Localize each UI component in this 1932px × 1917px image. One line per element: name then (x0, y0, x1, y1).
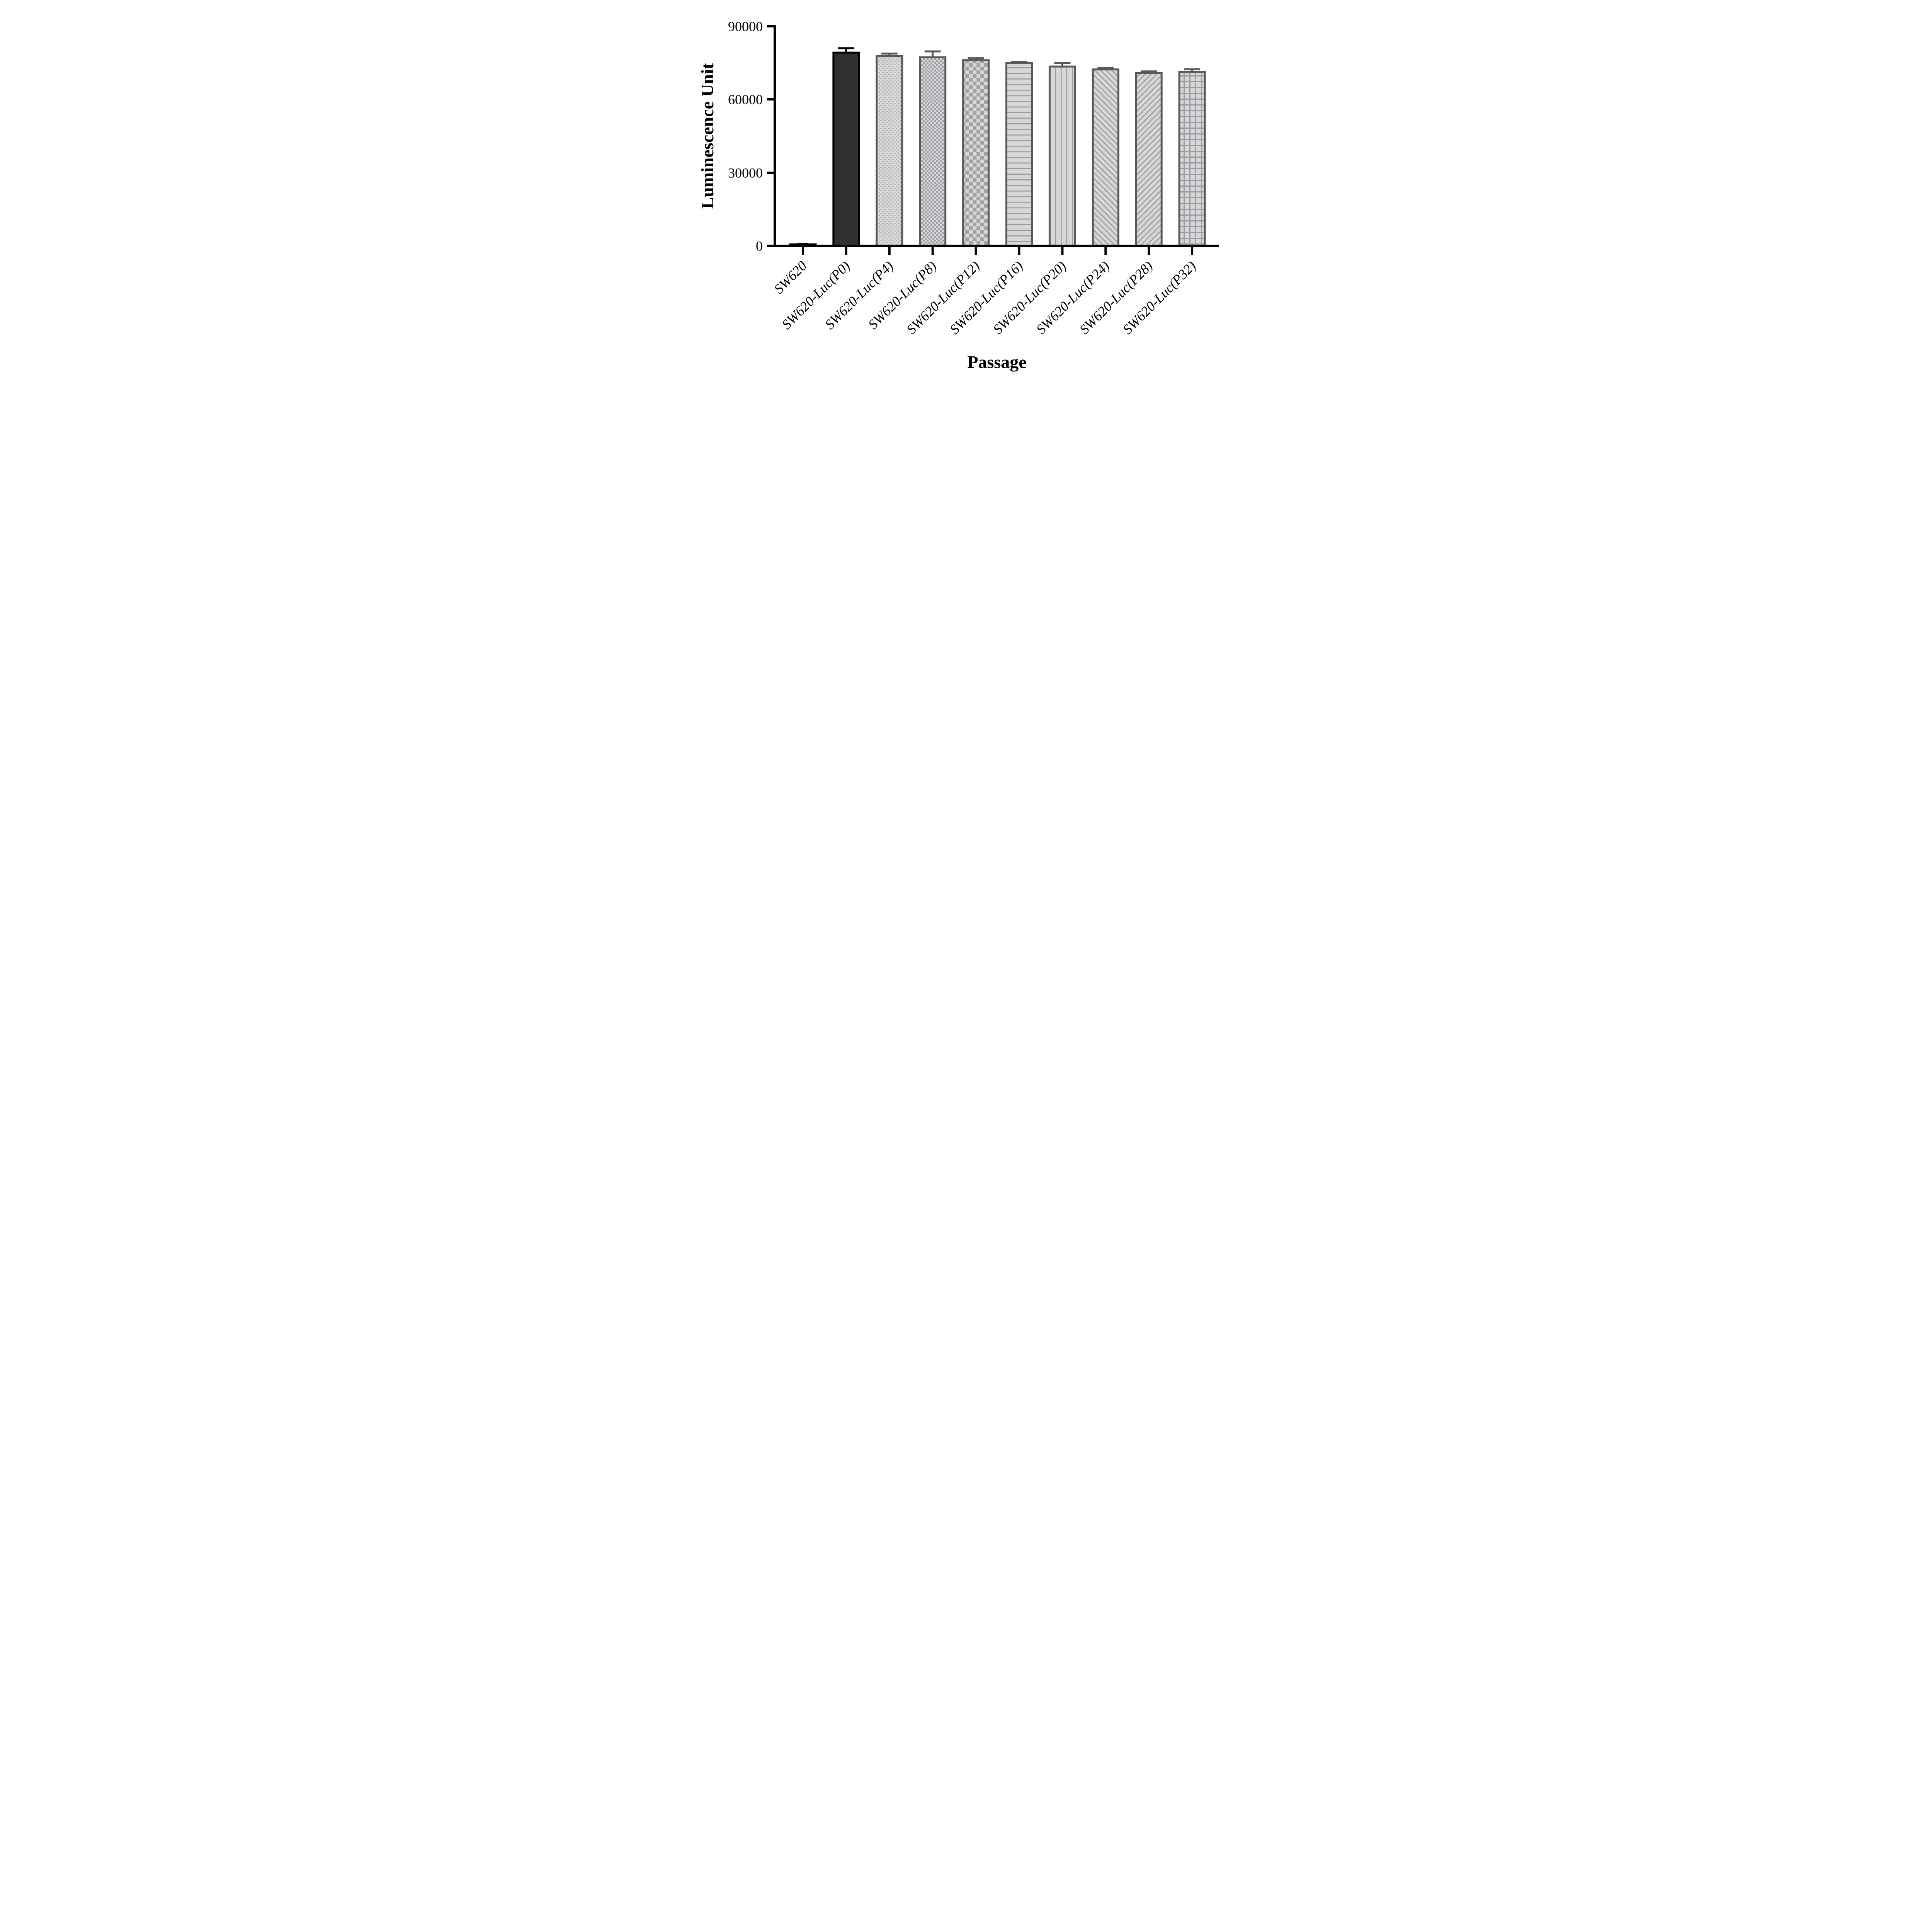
x-ticks-layer (801, 247, 1193, 255)
bar-sw620-luc-p0 (832, 51, 860, 247)
bar-sw620-luc-p4 (875, 55, 903, 247)
x-label-sw620: SW620 (771, 258, 810, 296)
x-label-sw620-luc-p24: SW620-Luc(P24) (1033, 258, 1112, 337)
y-tick-label-30000: 30000 (728, 165, 763, 181)
y-tick-label-60000: 60000 (728, 92, 763, 107)
luminescence-bar-chart: SW620SW620-Luc(P0)SW620-Luc(P4)SW620-Luc… (697, 19, 1219, 372)
y-tick-label-0: 0 (756, 238, 763, 254)
x-label-sw620-luc-p32: SW620-Luc(P32) (1119, 258, 1199, 337)
y-tick-label-90000: 90000 (728, 19, 763, 34)
bar-sw620-luc-p20 (1048, 65, 1076, 247)
bar-sw620-luc-p24 (1092, 68, 1119, 247)
bar-sw620-luc-p28 (1135, 72, 1163, 247)
bar-sw620-luc-p8 (918, 56, 946, 247)
bar-sw620-luc-p12 (962, 59, 990, 247)
bar-sw620-luc-p32 (1178, 71, 1206, 247)
y-axis-title: Luminescence Unit (697, 63, 717, 209)
bars-layer (789, 47, 1206, 247)
x-labels-layer: SW620SW620-Luc(P0)SW620-Luc(P4)SW620-Luc… (771, 258, 1199, 337)
x-label-sw620-luc-p28: SW620-Luc(P28) (1076, 258, 1155, 337)
x-label-sw620-luc-p20: SW620-Luc(P20) (990, 258, 1069, 337)
x-axis-title: Passage (967, 352, 1026, 372)
figure-container: SW620 SW620-Luc(P0) SW620-Luc(P4) SW620-Luc… (690, 0, 1242, 383)
bar-sw620-luc-p16 (1005, 62, 1033, 247)
x-label-sw620-luc-p12: SW620-Luc(P12) (903, 258, 983, 337)
error-bar-sw620-luc-p8 (924, 50, 941, 58)
x-label-sw620-luc-p16: SW620-Luc(P16) (947, 258, 1026, 337)
